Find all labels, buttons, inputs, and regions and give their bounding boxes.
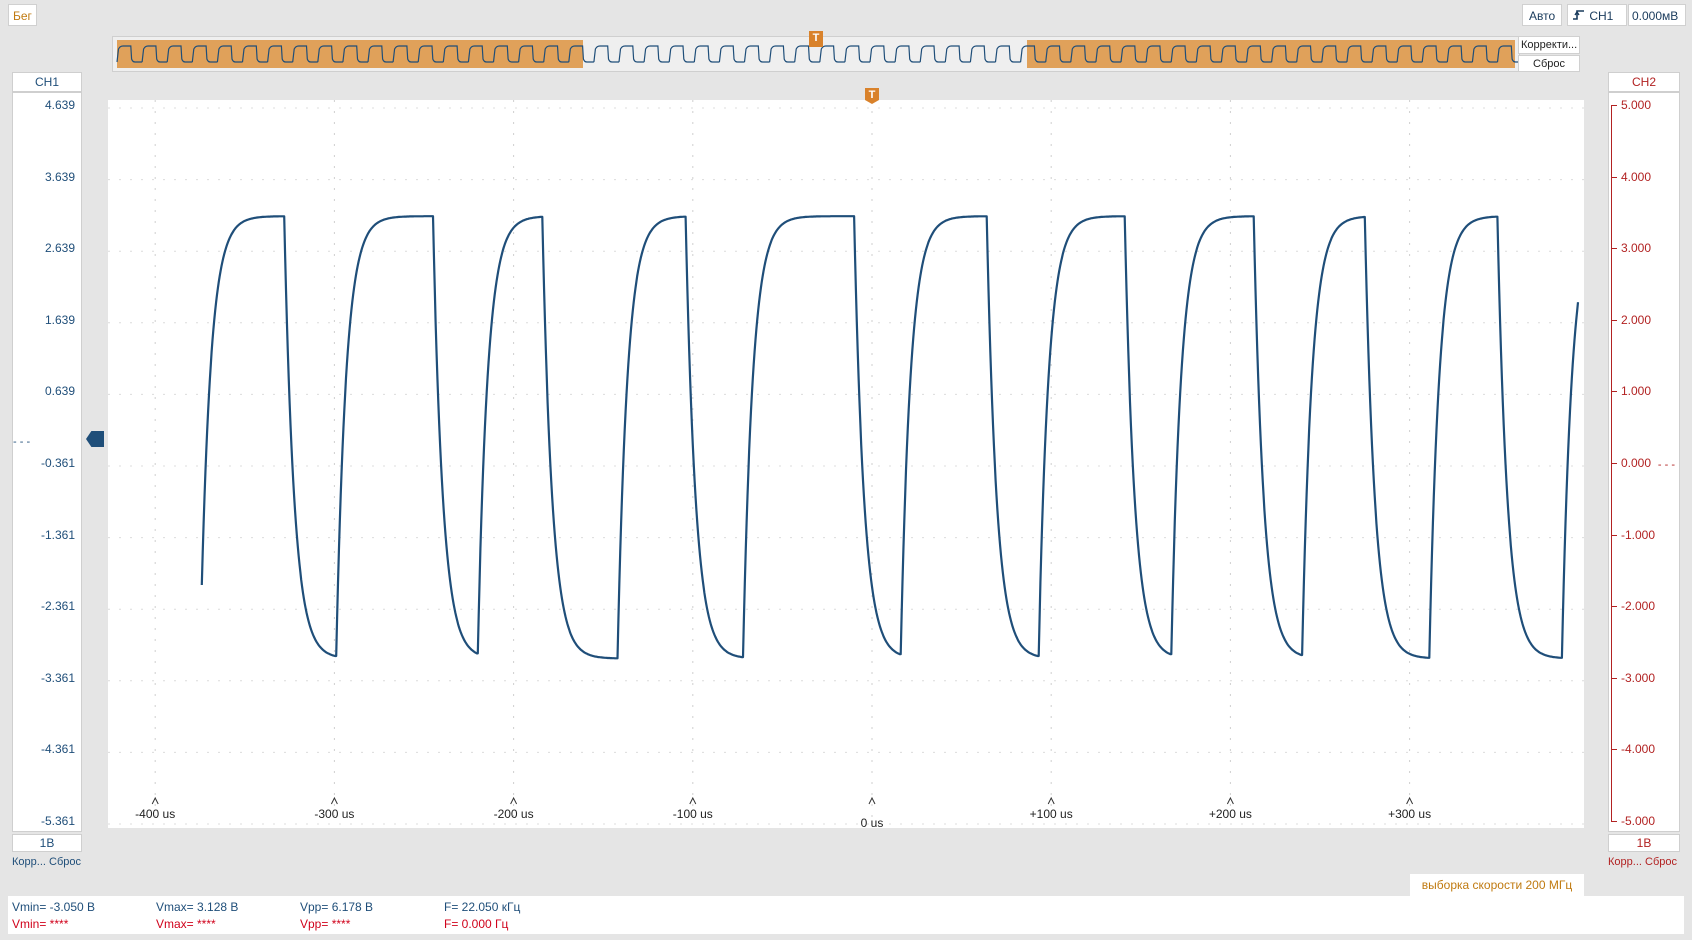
- ch1-header[interactable]: CH1: [12, 72, 82, 92]
- overview-waveform-line: [116, 45, 1519, 63]
- ch1-frequency: F= 22.050 кГц: [444, 900, 521, 914]
- main-trigger-label: T: [868, 89, 876, 101]
- ch1-vmin: Vmin= -3.050 В: [12, 900, 96, 914]
- ch1-tick-label: -1.361: [40, 527, 75, 542]
- ch1-vmax: Vmax= 3.128 В: [156, 900, 239, 914]
- ch2-tick-mark: [1611, 677, 1617, 679]
- x-tick-label: -300 us: [314, 807, 355, 821]
- ch2-tick-mark: [1611, 105, 1617, 106]
- ch1-vpp: Vpp= 6.178 В: [300, 900, 374, 914]
- overview-right-shade: [1027, 40, 1515, 68]
- main-plot-area[interactable]: -400 us -300 us -200 us -100 us 0 us +100 us +…: [108, 100, 1584, 830]
- measurements-panel: Vmin= -3.050 В Vmax= 3.128 В Vpp= 6.178 …: [8, 896, 1684, 934]
- x-tick-label: 0 us: [860, 816, 884, 830]
- x-tick-arrow: [1226, 796, 1234, 805]
- ch2-tick-mark: [1611, 821, 1617, 822]
- ch2-tick-labels: 5.000 4.000 3.000 2.000 1.000 0.000 -1.000 -2.0…: [1609, 93, 1679, 831]
- x-tick-arrow: [1047, 796, 1055, 805]
- ch2-tick-mark: [1611, 463, 1617, 464]
- overview-trigger-label: T: [812, 32, 820, 44]
- ch2-tick-mark: [1611, 749, 1617, 751]
- x-tick-label: -400 us: [135, 807, 176, 821]
- x-tick-label: -100 us: [672, 807, 713, 821]
- ch1-tick-label: -2.361: [40, 599, 75, 614]
- main-trigger-marker[interactable]: T: [865, 88, 879, 104]
- ch2-tick-label: 2.000: [1621, 312, 1652, 327]
- x-tick-arrow: [868, 796, 876, 805]
- ch2-tick-mark: [1611, 391, 1617, 393]
- ch2-frequency: F= 0.000 Гц: [444, 917, 509, 931]
- trigger-level-field[interactable]: 0.000мВ: [1628, 4, 1686, 26]
- x-tick-arrow: [510, 796, 518, 805]
- ch1-waveform-line: [200, 215, 1580, 660]
- ch2-tick-mark: [1611, 606, 1617, 608]
- ch1-adjust-label: Корр...: [12, 856, 46, 868]
- ch2-tick-label: 5.000: [1621, 98, 1652, 112]
- x-tick-arrow: [689, 796, 697, 805]
- overview-trigger-marker[interactable]: T: [809, 31, 823, 47]
- rising-edge-icon: [1573, 10, 1584, 20]
- ch1-reset-button[interactable]: Сброс: [49, 856, 81, 868]
- ch1-tick-label: -4.361: [40, 742, 75, 757]
- ch2-tick-label: 1.000: [1621, 384, 1652, 399]
- ch1-tick-label: 4.639: [44, 98, 75, 112]
- ch1-tick-label: 2.639: [44, 241, 75, 256]
- ch2-tick-mark: [1611, 319, 1617, 321]
- overview-waveform: [116, 40, 1519, 68]
- ch2-label: CH2: [1631, 75, 1656, 89]
- x-tick-label: -200 us: [493, 807, 534, 821]
- ch2-axis-panel[interactable]: 5.000 4.000 3.000 2.000 1.000 0.000 -1.000 -2.0…: [1608, 92, 1680, 832]
- ch1-ground-marker: - - -: [13, 436, 31, 448]
- ch2-tick-mark: [1611, 176, 1617, 178]
- x-axis-labels: -400 us -300 us -200 us -100 us 0 us +100 us +…: [108, 100, 1584, 830]
- trigger-channel-button[interactable]: CH1: [1567, 4, 1627, 26]
- ch1-tick-label: -0.361: [40, 456, 75, 470]
- overview-reset-button[interactable]: Сброс: [1518, 55, 1580, 72]
- run-button[interactable]: Бег: [8, 4, 37, 26]
- ch2-tick-label: -3.000: [1621, 670, 1656, 685]
- ch2-adjust-button[interactable]: Корр... Сброс: [1608, 856, 1677, 868]
- auto-mode-button[interactable]: Авто: [1522, 4, 1563, 26]
- sample-rate-label: выборка скорости 200 МГц: [1410, 874, 1584, 896]
- ch2-adjust-label: Корр...: [1608, 856, 1642, 868]
- ch2-reset-button[interactable]: Сброс: [1645, 856, 1677, 868]
- x-tick-label: +300 us: [1388, 807, 1432, 821]
- waveform-display: [108, 100, 1584, 825]
- ch1-tick-labels: 4.639 3.639 2.639 1.639 0.639 -0.361 -1.361 -2.…: [15, 93, 75, 831]
- ch1-tick-label: -5.361: [40, 814, 75, 828]
- ch1-adjust-button[interactable]: Корр... Сброс: [12, 856, 81, 868]
- overview-left-shade: [117, 40, 583, 68]
- ch1-tick-label: 1.639: [44, 312, 75, 327]
- x-tick-label: +200 us: [1208, 807, 1252, 821]
- ch1-tick-label: 3.639: [44, 169, 75, 184]
- ch1-tick-label: 0.639: [44, 384, 75, 399]
- x-tick-arrow: [151, 796, 159, 805]
- x-tick-arrow: [330, 796, 338, 805]
- ch2-vmax: Vmax= ****: [156, 917, 216, 931]
- ch2-vmin: Vmin= ****: [12, 917, 69, 931]
- ch2-scale[interactable]: 1В: [1608, 834, 1680, 852]
- ch2-tick-label: -4.000: [1621, 742, 1656, 757]
- ch2-tick-label: -5.000: [1621, 814, 1656, 828]
- ch2-tick-mark: [1611, 534, 1617, 536]
- ch2-header[interactable]: CH2: [1608, 72, 1680, 92]
- ch2-tick-mark: [1611, 248, 1617, 250]
- trigger-channel-label: CH1: [1589, 9, 1614, 23]
- ch2-tick-label: -2.000: [1621, 599, 1656, 614]
- ch1-offset-marker[interactable]: [86, 431, 104, 447]
- ch1-label: CH1: [34, 75, 59, 89]
- x-tick-arrow: [1406, 796, 1414, 805]
- ch2-vpp: Vpp= ****: [300, 917, 351, 931]
- ch2-tick-label: 0.000: [1621, 456, 1652, 470]
- ch1-scale[interactable]: 1В: [12, 834, 82, 852]
- ch2-ground-marker: - - -: [1657, 459, 1675, 471]
- x-tick-label: +100 us: [1029, 807, 1073, 821]
- ch1-tick-label: -3.361: [40, 670, 75, 685]
- ch2-tick-label: 4.000: [1621, 169, 1652, 184]
- ch1-axis-panel[interactable]: 4.639 3.639 2.639 1.639 0.639 -0.361 -1.361 -2.…: [12, 92, 82, 832]
- ch2-tick-label: 3.000: [1621, 241, 1652, 256]
- ch2-tick-label: -1.000: [1621, 527, 1656, 542]
- overview-adjust-button[interactable]: Корректи...: [1518, 36, 1580, 54]
